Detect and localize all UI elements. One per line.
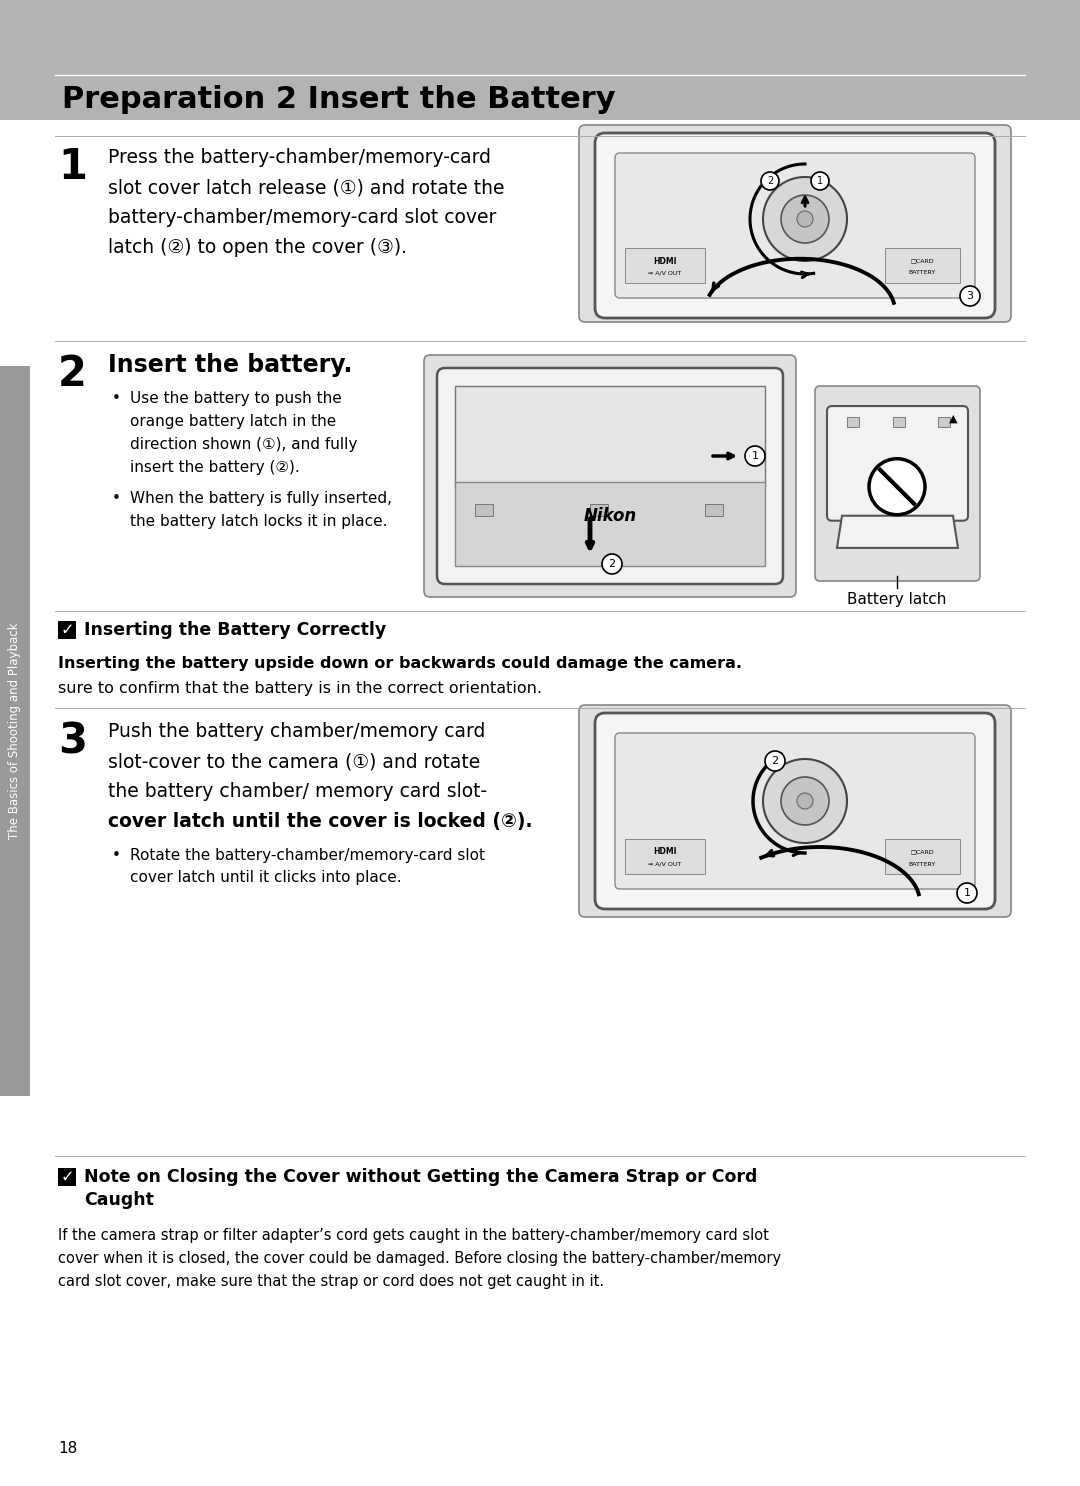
Text: cover when it is closed, the cover could be damaged. Before closing the battery-: cover when it is closed, the cover could… (58, 1251, 781, 1266)
FancyBboxPatch shape (595, 134, 995, 318)
Circle shape (869, 459, 924, 514)
Text: insert the battery (②).: insert the battery (②). (130, 461, 300, 476)
Bar (475, 504, 492, 516)
FancyBboxPatch shape (827, 406, 968, 520)
Text: the battery latch locks it in place.: the battery latch locks it in place. (130, 514, 388, 529)
FancyBboxPatch shape (424, 355, 796, 597)
Text: HDMI: HDMI (653, 257, 677, 266)
FancyBboxPatch shape (579, 704, 1011, 917)
Text: slot cover latch release (①) and rotate the: slot cover latch release (①) and rotate … (108, 178, 504, 198)
Text: •: • (112, 849, 121, 863)
Text: When the battery is fully inserted,: When the battery is fully inserted, (130, 490, 392, 507)
FancyBboxPatch shape (615, 733, 975, 889)
Text: □CARD: □CARD (910, 850, 934, 854)
Text: the battery chamber/ memory card slot-: the battery chamber/ memory card slot- (108, 782, 487, 801)
Text: Preparation 2 Insert the Battery: Preparation 2 Insert the Battery (62, 86, 616, 114)
Text: Inserting the battery upside down or backwards could damage the camera.: Inserting the battery upside down or bac… (58, 655, 742, 672)
Text: direction shown (①), and fully: direction shown (①), and fully (130, 437, 357, 452)
Text: Use the battery to push the: Use the battery to push the (130, 391, 341, 406)
Bar (455, 481, 765, 566)
Text: cover latch until the cover is locked (②).: cover latch until the cover is locked (②… (108, 811, 532, 831)
Text: ⇒ A/V OUT: ⇒ A/V OUT (648, 270, 681, 275)
Text: □CARD: □CARD (910, 259, 934, 263)
Text: BATTERY: BATTERY (908, 270, 935, 275)
Bar (0, 0, 1080, 120)
Text: 2: 2 (608, 559, 616, 569)
Polygon shape (837, 516, 958, 548)
Text: card slot cover, make sure that the strap or cord does not get caught in it.: card slot cover, make sure that the stra… (58, 1274, 604, 1288)
Text: Press the battery-chamber/memory-card: Press the battery-chamber/memory-card (108, 149, 491, 166)
FancyBboxPatch shape (815, 386, 980, 581)
Bar (625, 248, 705, 282)
Text: Push the battery chamber/memory card: Push the battery chamber/memory card (108, 722, 485, 742)
Text: cover latch until it clicks into place.: cover latch until it clicks into place. (130, 869, 402, 886)
Bar (847, 418, 859, 426)
Text: BATTERY: BATTERY (908, 862, 935, 866)
Text: Nikon: Nikon (583, 507, 636, 525)
Text: ⇒ A/V OUT: ⇒ A/V OUT (648, 862, 681, 866)
Circle shape (797, 794, 813, 808)
Text: 1: 1 (58, 146, 87, 189)
Text: 1: 1 (752, 450, 758, 461)
Text: •: • (112, 490, 121, 507)
Text: Inserting the Battery Correctly: Inserting the Battery Correctly (84, 621, 387, 639)
Bar (58, 1168, 76, 1186)
Text: Rotate the battery-chamber/memory-card slot: Rotate the battery-chamber/memory-card s… (130, 849, 485, 863)
Circle shape (781, 777, 829, 825)
Bar (892, 418, 905, 426)
Bar (0, 366, 30, 1097)
Text: 1: 1 (963, 889, 971, 898)
FancyBboxPatch shape (615, 153, 975, 299)
Text: 1: 1 (816, 175, 823, 186)
Text: 2: 2 (767, 175, 773, 186)
Circle shape (781, 195, 829, 244)
Bar (705, 504, 723, 516)
Text: 3: 3 (58, 721, 87, 762)
Circle shape (745, 446, 765, 467)
Text: battery-chamber/memory-card slot cover: battery-chamber/memory-card slot cover (108, 208, 497, 227)
Text: ▲: ▲ (948, 415, 957, 424)
Text: orange battery latch in the: orange battery latch in the (130, 415, 336, 429)
FancyBboxPatch shape (595, 713, 995, 909)
Text: sure to confirm that the battery is in the correct orientation.: sure to confirm that the battery is in t… (58, 681, 542, 695)
Circle shape (960, 285, 980, 306)
Bar (885, 840, 960, 874)
Text: Caught: Caught (84, 1190, 153, 1210)
Circle shape (762, 177, 847, 262)
Circle shape (765, 750, 785, 771)
Bar (625, 840, 705, 874)
Bar (939, 418, 950, 426)
Text: The Basics of Shooting and Playback: The Basics of Shooting and Playback (9, 623, 22, 840)
FancyBboxPatch shape (437, 369, 783, 584)
Circle shape (602, 554, 622, 574)
Text: Note on Closing the Cover without Getting the Camera Strap or Cord: Note on Closing the Cover without Gettin… (84, 1168, 757, 1186)
Bar (455, 386, 765, 486)
Text: 3: 3 (967, 291, 973, 302)
Bar (885, 248, 960, 282)
Text: HDMI: HDMI (653, 847, 677, 856)
Text: Battery latch: Battery latch (848, 591, 947, 606)
Text: •: • (112, 391, 121, 406)
Text: slot-cover to the camera (①) and rotate: slot-cover to the camera (①) and rotate (108, 752, 481, 771)
Text: 18: 18 (58, 1441, 78, 1456)
Text: 2: 2 (58, 354, 86, 395)
Text: latch (②) to open the cover (③).: latch (②) to open the cover (③). (108, 238, 407, 257)
Bar (590, 504, 608, 516)
Text: 2: 2 (771, 756, 779, 765)
Circle shape (957, 883, 977, 903)
FancyBboxPatch shape (579, 125, 1011, 322)
Text: ✓: ✓ (60, 1169, 73, 1184)
Text: If the camera strap or filter adapter’s cord gets caught in the battery-chamber/: If the camera strap or filter adapter’s … (58, 1227, 769, 1242)
Text: ✓: ✓ (60, 623, 73, 637)
Circle shape (761, 172, 779, 190)
Bar (58, 621, 76, 639)
Circle shape (762, 759, 847, 843)
Circle shape (811, 172, 829, 190)
Circle shape (797, 211, 813, 227)
Text: Insert the battery.: Insert the battery. (108, 354, 352, 377)
